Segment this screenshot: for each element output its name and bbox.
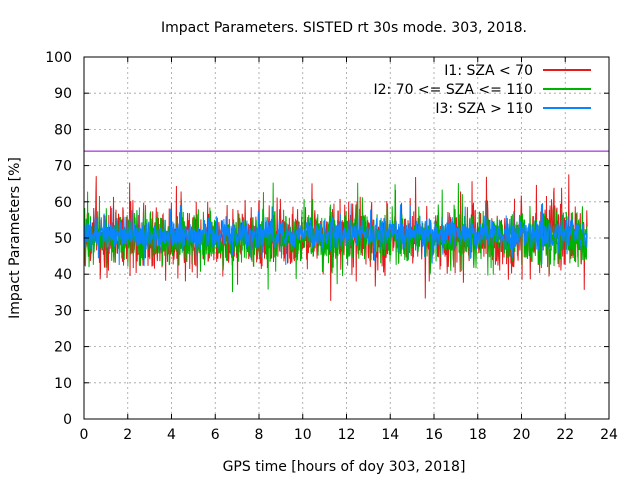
x-tick-label: 10	[294, 427, 312, 443]
x-tick-label: 2	[123, 427, 132, 443]
x-tick-label: 6	[211, 427, 220, 443]
y-tick-label: 40	[54, 267, 72, 283]
x-tick-label: 4	[167, 427, 176, 443]
y-tick-label: 90	[54, 86, 72, 102]
legend-label-1: I1: SZA < 70	[444, 63, 533, 79]
x-tick-label: 22	[556, 427, 574, 443]
series-line-3	[83, 203, 588, 267]
x-tick-label: 18	[469, 427, 487, 443]
y-axis: 0 10 20 30 40 50 60 70 80 90 100	[45, 50, 609, 428]
y-tick-label: 10	[54, 376, 72, 392]
legend: I1: SZA < 70 I2: 70 <= SZA <= 110 I3: SZA …	[373, 63, 591, 117]
x-axis-label: GPS time [hours of doy 303, 2018]	[223, 459, 466, 475]
y-tick-label: 30	[54, 303, 72, 319]
x-tick-label: 16	[425, 427, 443, 443]
legend-label-2: I2: 70 <= SZA <= 110	[373, 82, 533, 98]
x-tick-label: 8	[255, 427, 264, 443]
y-tick-label: 70	[54, 159, 72, 175]
series-layer	[83, 174, 588, 301]
y-tick-label: 60	[54, 195, 72, 211]
y-tick-label: 20	[54, 340, 72, 356]
y-tick-label: 80	[54, 122, 72, 138]
x-tick-label: 20	[513, 427, 531, 443]
y-tick-label: 50	[54, 231, 72, 247]
y-tick-label: 0	[63, 412, 72, 428]
chart-title: Impact Parameters. SISTED rt 30s mode. 3…	[161, 20, 527, 36]
y-tick-label: 100	[45, 50, 72, 66]
x-axis: 0 2 4 6 8 10 12 14 16 18 20 22 24	[80, 57, 618, 443]
x-tick-label: 24	[600, 427, 618, 443]
y-axis-label: Impact Parameters [%]	[7, 157, 23, 319]
x-tick-label: 14	[381, 427, 399, 443]
x-tick-label: 12	[338, 427, 356, 443]
legend-label-3: I3: SZA > 110	[435, 101, 533, 117]
x-tick-label: 0	[80, 427, 89, 443]
